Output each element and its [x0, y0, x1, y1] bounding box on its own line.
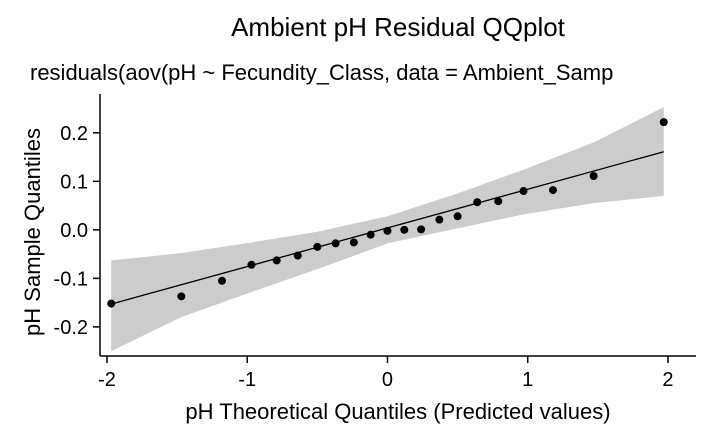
data-point — [383, 226, 392, 235]
data-point — [589, 171, 598, 180]
plot-area — [107, 107, 668, 352]
data-point — [417, 225, 426, 234]
y-tick-label: -0.1 — [54, 268, 88, 290]
data-point — [349, 238, 358, 247]
y-tick-label: 0.1 — [60, 171, 88, 193]
chart-subtitle: residuals(aov(pH ~ Fecundity_Class, data… — [30, 60, 613, 85]
data-point — [218, 276, 227, 285]
chart-title: Ambient pH Residual QQplot — [231, 12, 566, 42]
x-tick-label: 1 — [522, 369, 533, 391]
axis-ticks: -2 -1 0 1 2 -0.2 -0.1 0.0 0.1 0.2 — [54, 123, 674, 391]
data-point — [453, 212, 462, 221]
x-tick-label: 2 — [662, 369, 673, 391]
data-point — [519, 187, 528, 196]
data-point — [435, 215, 444, 224]
data-point — [659, 118, 668, 127]
data-point — [313, 242, 322, 251]
data-point — [272, 256, 281, 265]
data-point — [366, 230, 375, 239]
y-tick-label: -0.2 — [54, 317, 88, 339]
x-tick-label: 0 — [382, 369, 393, 391]
data-point — [548, 186, 557, 195]
y-axis-title: pH Sample Quantiles — [20, 128, 45, 336]
data-point — [331, 239, 340, 248]
x-axis-title: pH Theoretical Quantiles (Predicted valu… — [185, 399, 610, 424]
x-tick-label: -1 — [238, 369, 256, 391]
x-tick-label: -2 — [98, 369, 116, 391]
data-point — [494, 197, 503, 206]
y-tick-label: 0.2 — [60, 123, 88, 145]
y-tick-label: 0.0 — [60, 220, 88, 242]
data-point — [293, 251, 302, 260]
data-point — [107, 299, 116, 308]
data-point — [400, 225, 409, 234]
data-point — [247, 260, 256, 269]
data-point — [177, 292, 186, 301]
data-point — [473, 198, 482, 207]
